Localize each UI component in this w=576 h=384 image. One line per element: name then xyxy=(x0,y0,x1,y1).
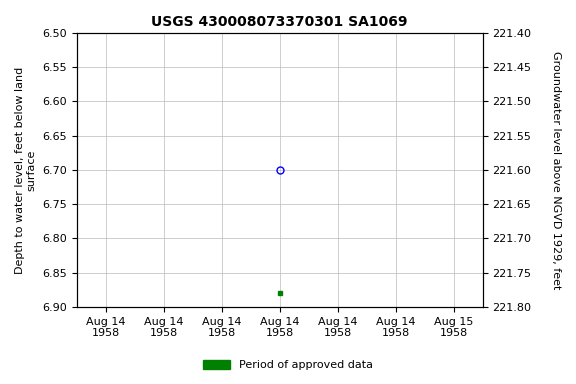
Y-axis label: Depth to water level, feet below land
surface: Depth to water level, feet below land su… xyxy=(15,66,37,273)
Y-axis label: Groundwater level above NGVD 1929, feet: Groundwater level above NGVD 1929, feet xyxy=(551,51,561,289)
Title: USGS 430008073370301 SA1069: USGS 430008073370301 SA1069 xyxy=(151,15,408,29)
Legend: Period of approved data: Period of approved data xyxy=(198,355,378,375)
